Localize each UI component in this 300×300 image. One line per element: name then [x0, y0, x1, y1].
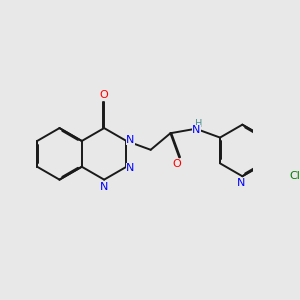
Text: O: O [100, 90, 109, 100]
Text: H: H [195, 118, 202, 129]
Text: N: N [237, 178, 245, 188]
Text: N: N [126, 163, 134, 173]
Text: O: O [172, 159, 181, 169]
Text: N: N [100, 182, 108, 192]
Text: N: N [126, 135, 134, 145]
Text: Cl: Cl [289, 171, 300, 181]
Text: N: N [192, 125, 200, 135]
